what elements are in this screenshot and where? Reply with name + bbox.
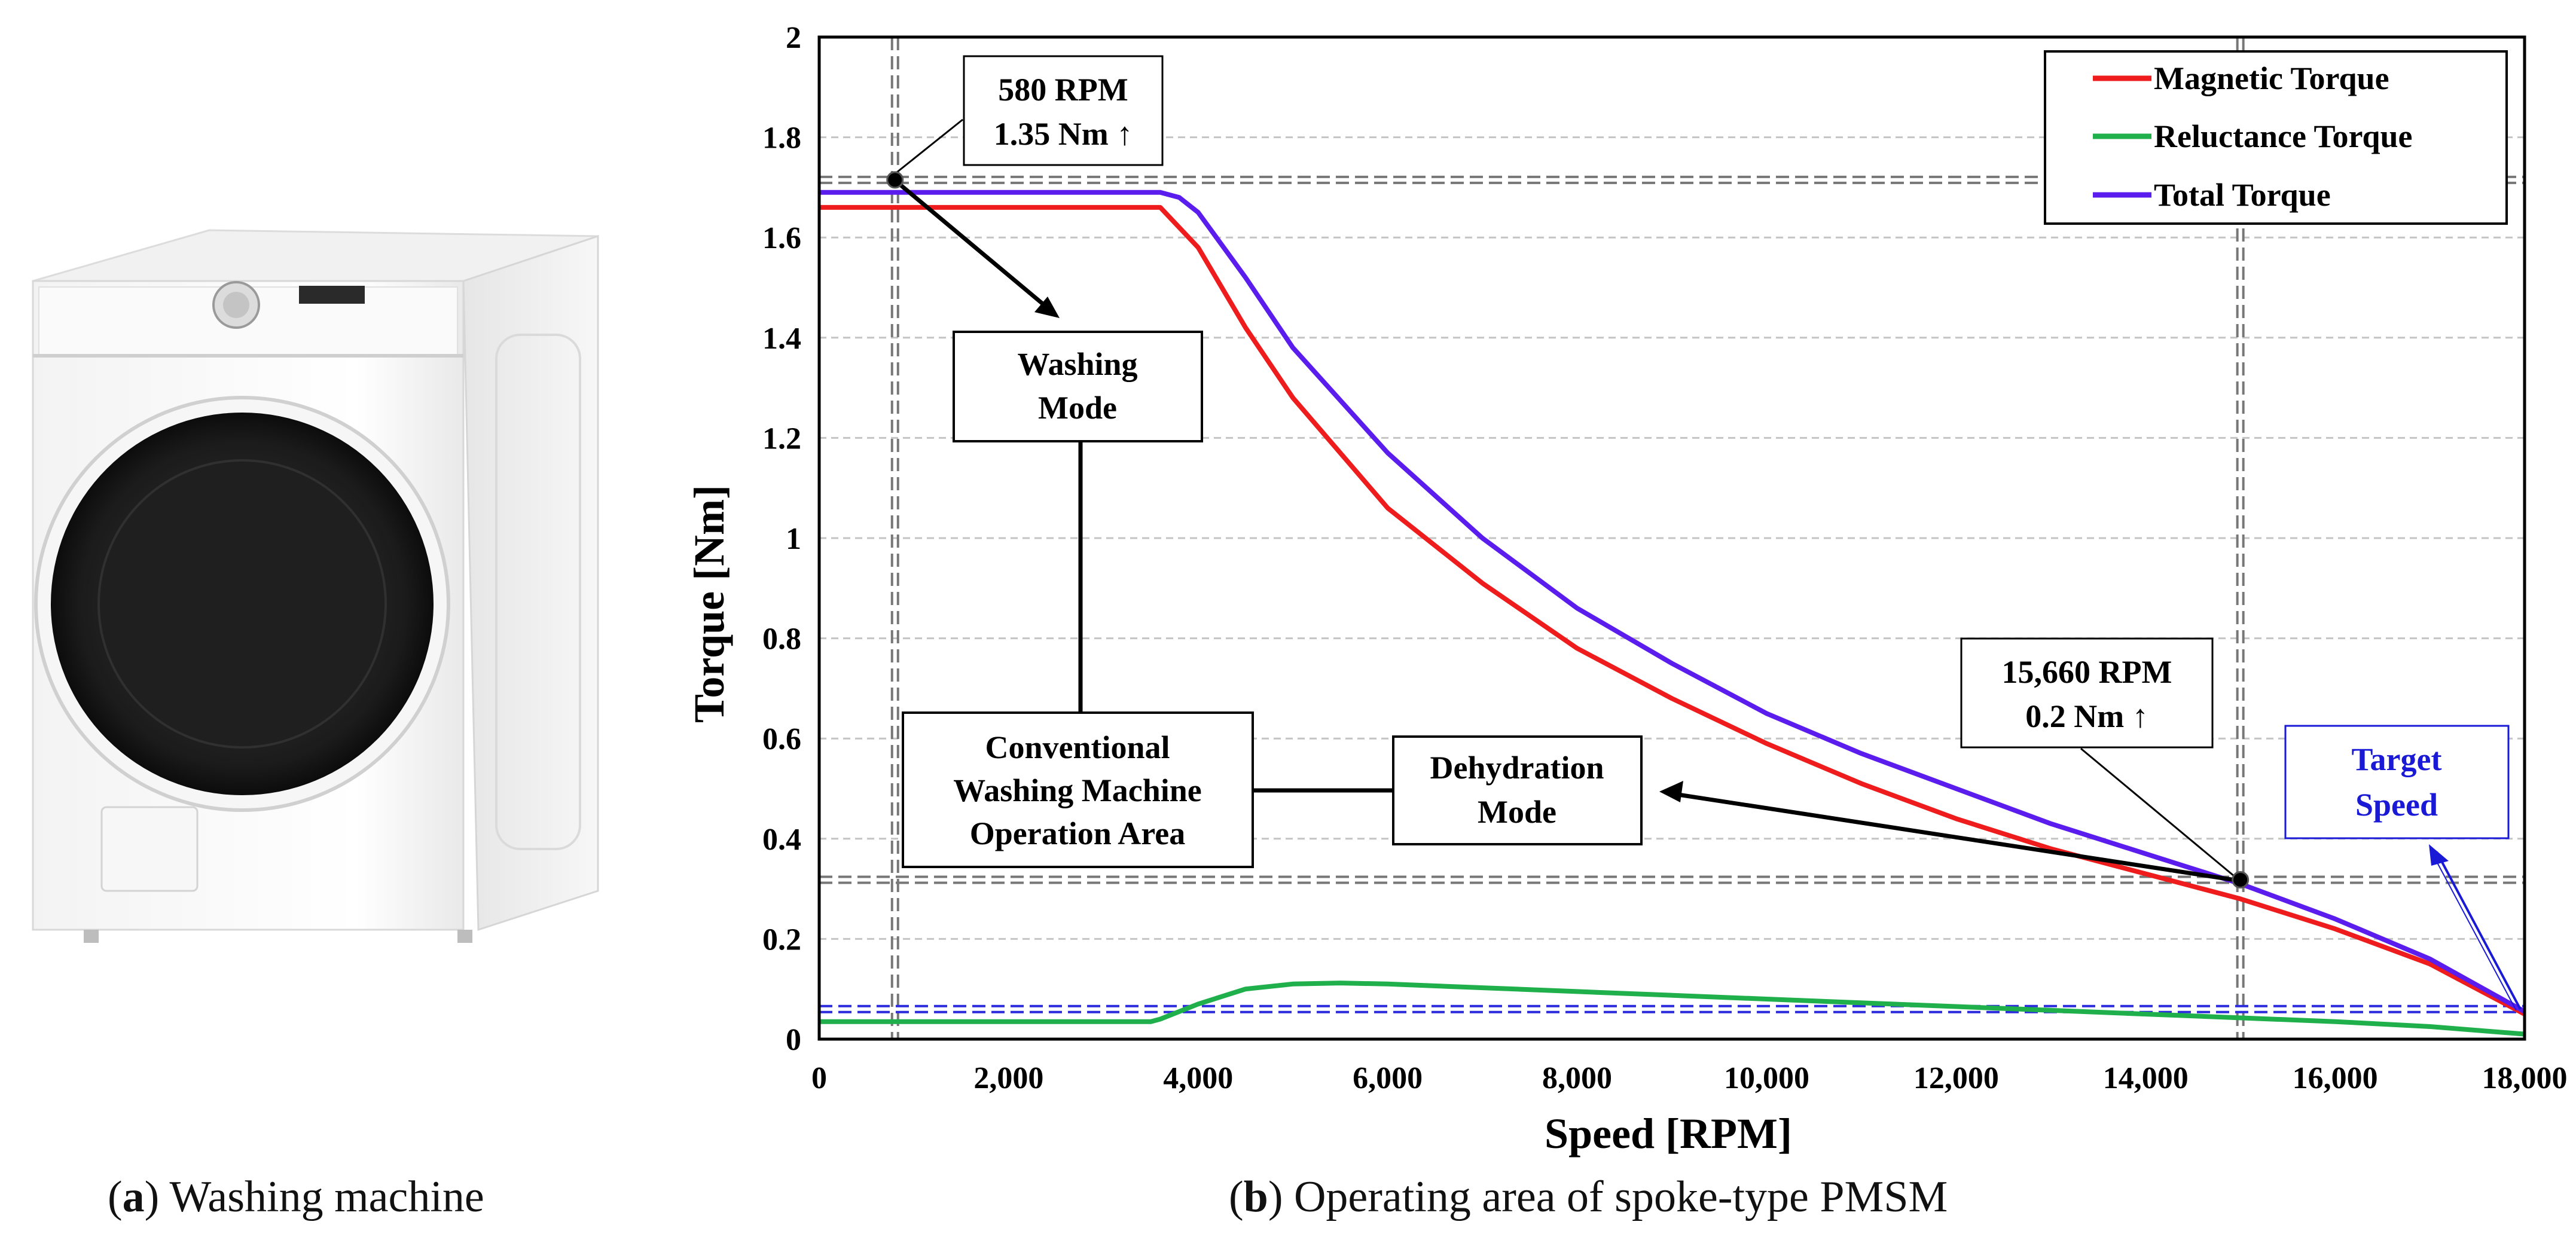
target-speed-arrow [2429,844,2522,1011]
x-tick-label: 12,000 [1913,1061,1999,1095]
dehydration-mode-arrowhead [1659,781,1683,802]
chart-legend: Magnetic Torque Reluctance Torque Total … [2044,50,2508,225]
annotation-point2-rpm: 15,660 RPM [2002,654,2172,690]
annotation-target-speed-line1: Target [2352,741,2442,777]
point2-leader-line [2080,747,2238,880]
annotation-dehydration-box: Dehydration Mode [1392,735,1643,845]
annotation-dehydration-line2: Mode [1478,794,1556,830]
washing-mode-arrow-shaft [889,175,1053,313]
caption-a-letter: a [122,1172,145,1221]
x-tick-label: 2,000 [973,1061,1043,1095]
annotation-point1-rpm: 580 RPM [998,72,1128,108]
washing-machine-image [32,229,599,943]
annotation-dehydration-line1: Dehydration [1430,750,1604,786]
x-tick-label: 16,000 [2293,1061,2378,1095]
annotation-washing-mode-line1: Washing [1017,346,1137,382]
caption-a-text: Washing machine [169,1172,484,1221]
x-tick-label: 0 [811,1061,827,1095]
series-line-magnetic-torque [819,204,2526,1016]
y-tick-label: 1.2 [762,422,801,456]
annotation-point1-box: 580 RPM 1.35 Nm ↑ [963,55,1164,166]
legend-label-magnetic: Magnetic Torque [2154,60,2389,96]
y-tick-label: 1.4 [762,322,801,356]
caption-b: (b) Operating area of spoke-type PMSM [1229,1172,1948,1221]
y-tick-label: 0.6 [762,722,801,756]
y-tick-label: 1.8 [762,121,801,155]
y-tick-label: 0.2 [762,923,801,957]
highlight-point [886,171,904,189]
y-axis-label: Torque [Nm] [685,485,733,723]
annotation-connectors [889,118,2238,882]
annotation-point2-box: 15,660 RPM 0.2 Nm ↑ [1960,637,2214,749]
x-tick-label: 14,000 [2103,1061,2189,1095]
y-tick-labels: 0 0.2 0.4 0.6 0.8 1 1.2 1.4 1.6 1.8 2 [762,21,801,1057]
x-tick-label: 10,000 [1724,1061,1809,1095]
x-tick-label: 8,000 [1542,1061,1612,1095]
annotation-conventional-line1: Conventional [985,729,1170,765]
y-tick-label: 2 [786,21,801,55]
x-tick-labels: 0 2,000 4,000 6,000 8,000 10,000 12,000 14,000 1… [811,1061,2568,1095]
y-tick-label: 1.6 [762,221,801,255]
x-tick-label: 6,000 [1353,1061,1423,1095]
x-axis-label: Speed [RPM] [1545,1110,1792,1158]
point1-leader-line [890,118,963,178]
y-tick-label: 0.8 [762,622,801,656]
legend-label-reluctance: Reluctance Torque [2154,118,2413,154]
highlight-points [886,171,2250,889]
plot-frame [817,35,2526,1041]
caption-b-letter: b [1243,1172,1268,1221]
legend-label-total: Total Torque [2154,177,2331,213]
x-tick-label: 4,000 [1163,1061,1233,1095]
annotation-washing-mode-line2: Mode [1038,390,1117,426]
annotation-point1-torque: 1.35 Nm ↑ [994,116,1133,152]
y-tick-label: 0 [786,1023,801,1057]
series-line-total-torque [819,190,2526,1014]
annotation-washing-mode-box: Washing Mode [953,331,1203,442]
annotation-conventional-box: Conventional Washing Machine Operation A… [902,711,1254,868]
washing-mode-arrowhead [1034,297,1060,318]
annotation-target-speed-box: Target Speed [2284,725,2510,839]
annotation-conventional-line2: Washing Machine [953,772,1202,808]
y-tick-label: 0.4 [762,823,801,857]
dehydration-mode-arrow-shaft [1674,792,2236,882]
highlight-point [2232,871,2250,889]
caption-b-text: Operating area of spoke-type PMSM [1293,1172,1948,1221]
axes [817,35,2526,1041]
y-tick-label: 1 [786,522,801,556]
series-lines [819,190,2526,1037]
annotation-point2-torque: 0.2 Nm ↑ [2025,698,2148,734]
x-tick-label: 18,000 [2482,1061,2568,1095]
washing-machine-body [32,229,599,943]
caption-a: (a) Washing machine [108,1172,484,1221]
series-line-reluctance-torque [819,981,2525,1037]
annotation-target-speed-line2: Speed [2355,787,2438,823]
annotation-conventional-line3: Operation Area [970,816,1185,851]
grid-lines [819,136,2525,940]
